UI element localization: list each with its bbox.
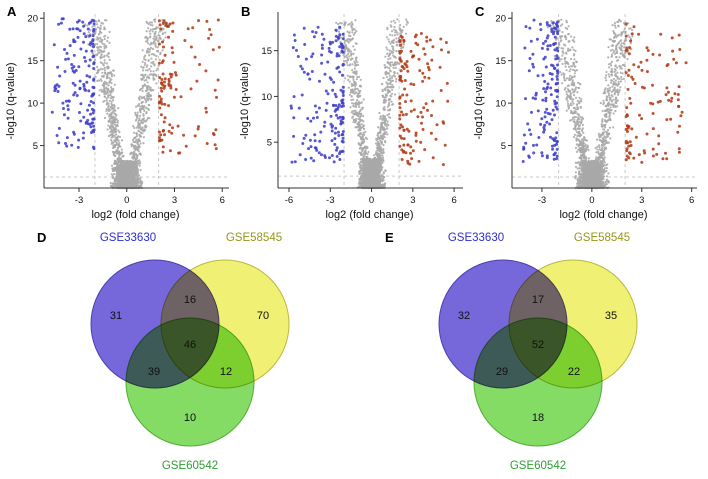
volcano-panel-b: B -6 -3 0 3 6 5 10 15 log2 (fold change) -log10 (… xyxy=(236,2,470,224)
venn-panel-e: E GSE33630 GSE58545 GSE60542 32 17 35 52 29 22 18 xyxy=(383,224,673,476)
svg-text:10: 10 xyxy=(27,99,38,110)
venn-row: D GSE33630 GSE58545 GSE60542 31 16 70 46 39 12 10… xyxy=(0,224,708,476)
svg-text:15: 15 xyxy=(27,56,38,67)
venn-panel-d: D GSE33630 GSE58545 GSE60542 31 16 70 46 39 12 10 xyxy=(35,224,325,476)
panel-label-e: E xyxy=(385,230,394,245)
svg-text:-3: -3 xyxy=(75,195,83,206)
volcano-panel-c: C -3 0 3 6 5 10 15 20 log2 (fold change) -log10 (… xyxy=(470,2,704,224)
panel-label-c: C xyxy=(475,4,485,19)
panel-label-b: B xyxy=(241,4,251,19)
svg-text:3: 3 xyxy=(172,195,177,206)
volcano-chart-a: -3 0 3 6 5 10 15 20 log2 (fold change) -log10 (q-… xyxy=(5,12,229,221)
svg-text:0: 0 xyxy=(124,195,129,206)
panel-label-d: D xyxy=(37,230,47,245)
svg-text:20: 20 xyxy=(27,14,38,25)
svg-text:5: 5 xyxy=(33,141,38,152)
volcano-row: A -3 0 3 6 5 10 15 20 log2 (fold change) -log10 (… xyxy=(0,0,708,224)
panel-label-a: A xyxy=(7,4,17,19)
svg-text:log2 (fold change): log2 (fold change) xyxy=(91,209,179,221)
svg-text:6: 6 xyxy=(220,195,225,206)
volcano-panel-a: A -3 0 3 6 5 10 15 20 log2 (fold change) -log10 (… xyxy=(2,2,236,224)
svg-text:-log10 (q-value): -log10 (q-value) xyxy=(5,62,17,139)
